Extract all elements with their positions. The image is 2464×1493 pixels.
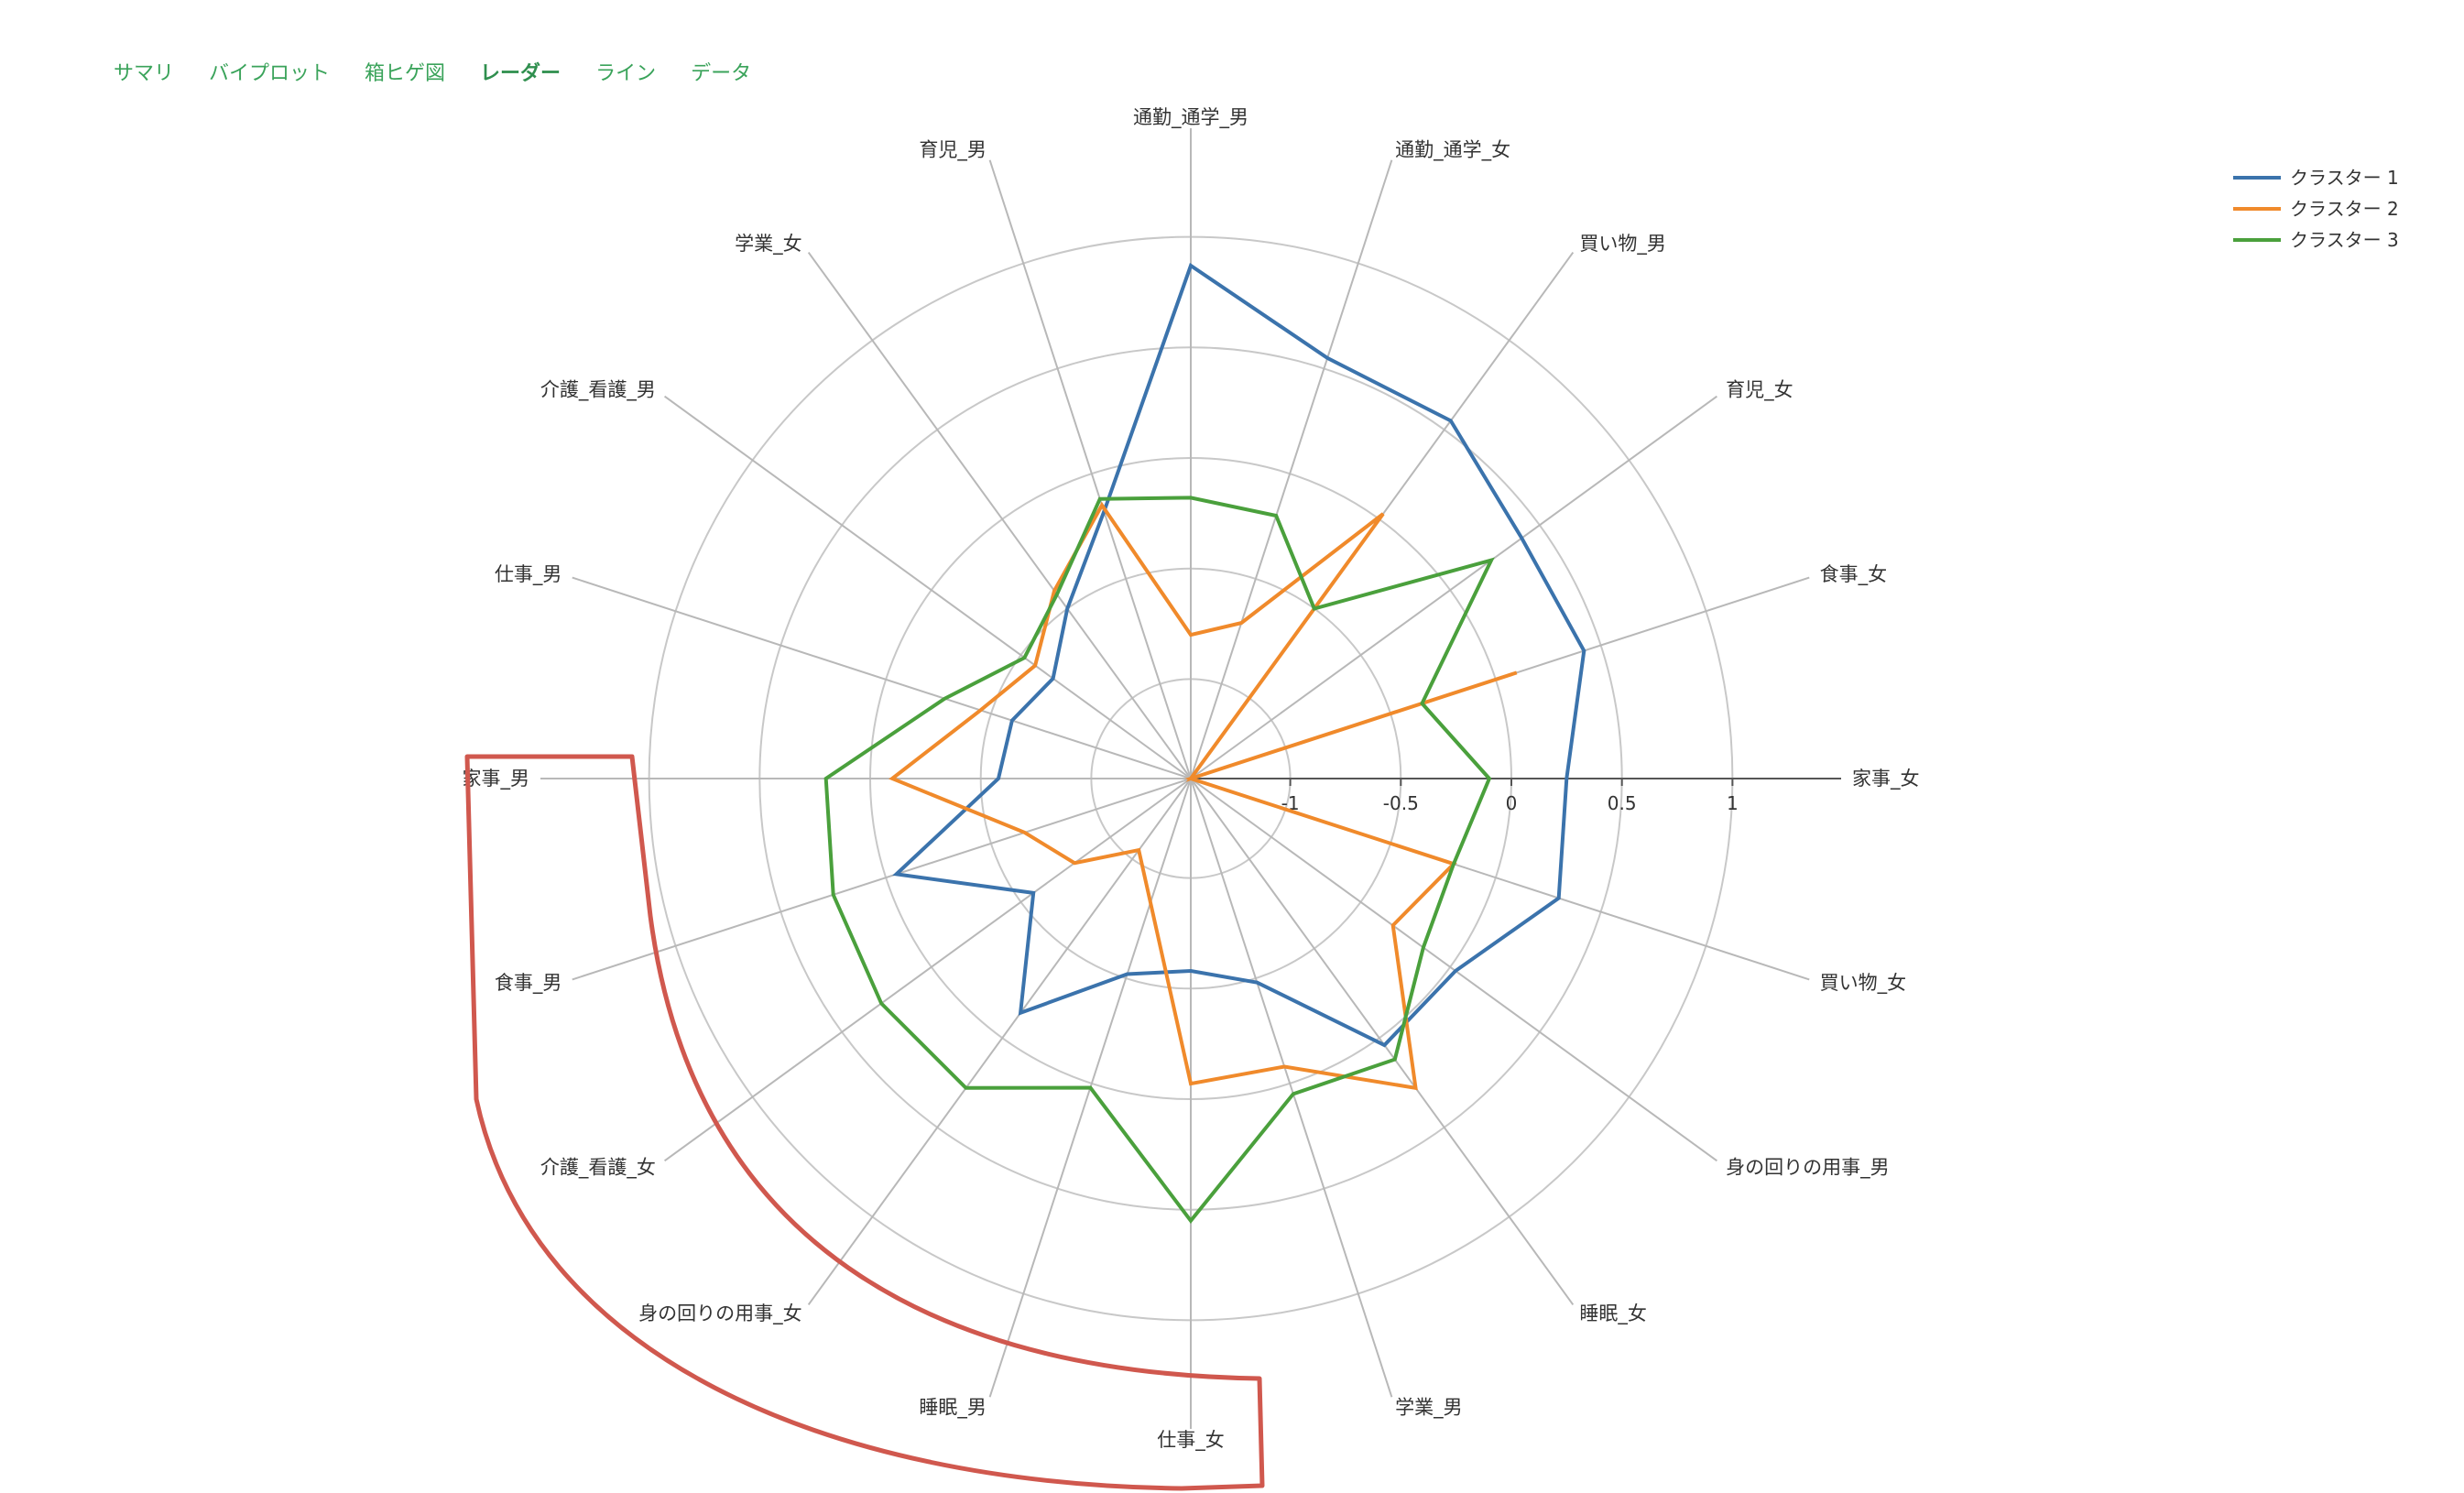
axis-line — [664, 778, 1192, 1162]
axis-line — [572, 778, 1192, 981]
tick-label: 1 — [1727, 792, 1739, 814]
series-line-3 — [823, 496, 1495, 1225]
series-line-2 — [889, 501, 1518, 1091]
tick-label: 0.5 — [1608, 792, 1637, 814]
axis-label: 通勤_通学_男 — [1133, 106, 1248, 129]
axis-line — [1190, 395, 1717, 779]
tab-line[interactable]: ライン — [595, 62, 657, 85]
highlight-annotation — [464, 754, 1265, 1491]
tab-bar: サマリ バイプロット 箱ヒゲ図 レーダー ライン データ — [114, 53, 786, 90]
axis-line — [807, 252, 1192, 779]
axis-label: 仕事_女 — [1157, 1429, 1225, 1452]
axis-label: 睡眠_女 — [1579, 1302, 1647, 1325]
tab-radar[interactable]: レーダー — [480, 62, 561, 85]
axis-label: 買い物_男 — [1579, 233, 1666, 256]
axis-label: 食事_男 — [495, 972, 562, 995]
axis-line — [807, 778, 1192, 1305]
legend-label: クラスター 2 — [2290, 198, 2399, 220]
axis-line — [988, 159, 1192, 779]
axis-label: 食事_女 — [1820, 563, 1888, 586]
tick-label: 0 — [1506, 792, 1518, 814]
axis-line — [572, 576, 1192, 779]
tab-boxplot[interactable]: 箱ヒゲ図 — [365, 62, 446, 85]
series-line-1 — [892, 262, 1586, 1048]
tab-summary[interactable]: サマリ — [114, 62, 175, 85]
axis-label: 身の回りの用事_女 — [638, 1302, 802, 1325]
axis-label: 家事_男 — [463, 768, 530, 790]
axis-label: 身の回りの用事_男 — [1726, 1156, 1890, 1179]
series-layer — [823, 262, 1586, 1225]
axis-line — [1190, 778, 1575, 1305]
legend-label: クラスター 3 — [2290, 229, 2399, 251]
axis-label: 介護_看護_男 — [540, 379, 656, 402]
axis-label: 学業_女 — [735, 233, 802, 256]
axis-label: 買い物_女 — [1820, 972, 1907, 995]
axis-label: 仕事_男 — [495, 563, 562, 586]
tick-label: -0.5 — [1383, 792, 1419, 814]
axis-label: 睡眠_男 — [919, 1397, 987, 1420]
axis-line — [1190, 778, 1717, 1162]
axis-label: 通勤_通学_女 — [1395, 138, 1510, 161]
axis-label: 学業_男 — [1395, 1397, 1463, 1420]
axis-line — [1190, 778, 1393, 1398]
tab-data[interactable]: データ — [691, 62, 752, 85]
axis-label: 育児_男 — [919, 138, 987, 161]
axis-label: 育児_女 — [1726, 379, 1793, 402]
tab-biplot[interactable]: バイプロット — [209, 62, 331, 85]
legend-label: クラスター 1 — [2290, 167, 2399, 189]
legend: クラスター 1 クラスター 2 クラスター 3 — [2233, 167, 2399, 251]
axis-label: 介護_看護_女 — [540, 1156, 656, 1179]
axis-line — [1190, 159, 1393, 779]
axis-line — [664, 395, 1192, 779]
axis-label: 家事_女 — [1852, 768, 1920, 790]
